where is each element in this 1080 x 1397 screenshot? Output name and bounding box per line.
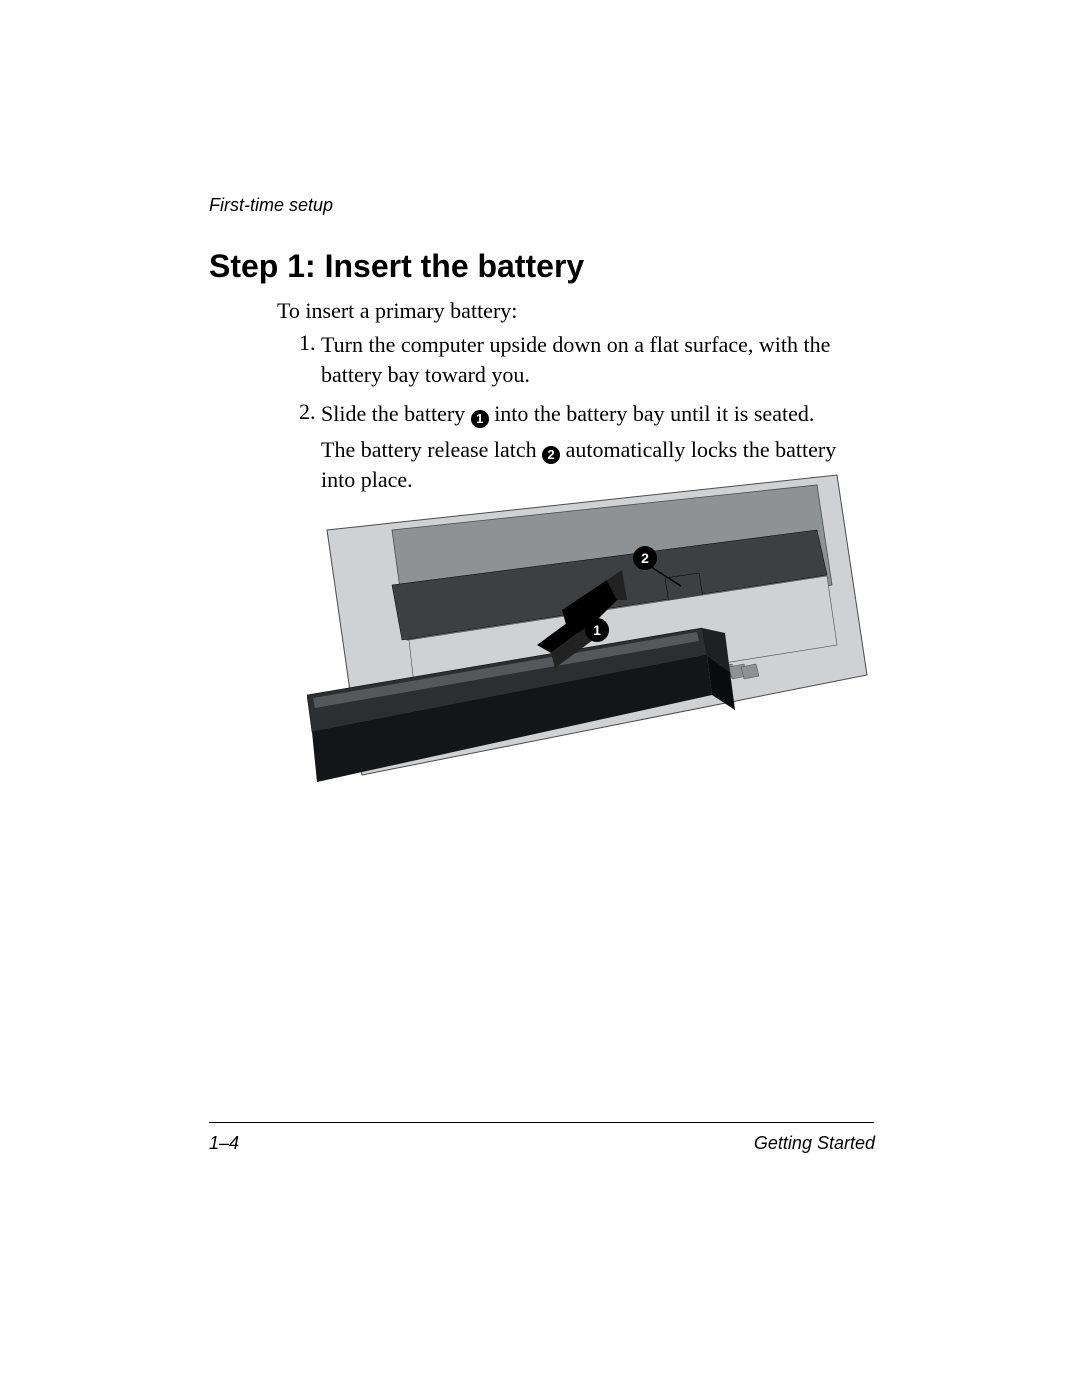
svg-text:2: 2 xyxy=(641,550,649,566)
text-fragment: Slide the battery xyxy=(321,401,471,426)
callout-icon-1: 1 xyxy=(471,410,489,428)
intro-text: To insert a primary battery: xyxy=(277,298,517,324)
footer-rule xyxy=(209,1122,874,1123)
text-fragment: into the battery bay until it is seated. xyxy=(489,401,815,426)
step-text: Turn the computer upside down on a flat … xyxy=(321,330,859,389)
doc-title-footer: Getting Started xyxy=(754,1133,875,1154)
text-fragment: The battery release latch xyxy=(321,437,542,462)
battery-insert-figure: 12 xyxy=(307,470,877,800)
running-header: First-time setup xyxy=(209,195,333,216)
step-number: 1. xyxy=(299,330,321,389)
callout-icon-2: 2 xyxy=(542,446,560,464)
svg-text:1: 1 xyxy=(593,622,601,638)
step-heading: Step 1: Insert the battery xyxy=(209,248,584,285)
list-item: 1. Turn the computer upside down on a fl… xyxy=(299,330,859,389)
page-number: 1–4 xyxy=(209,1133,239,1154)
